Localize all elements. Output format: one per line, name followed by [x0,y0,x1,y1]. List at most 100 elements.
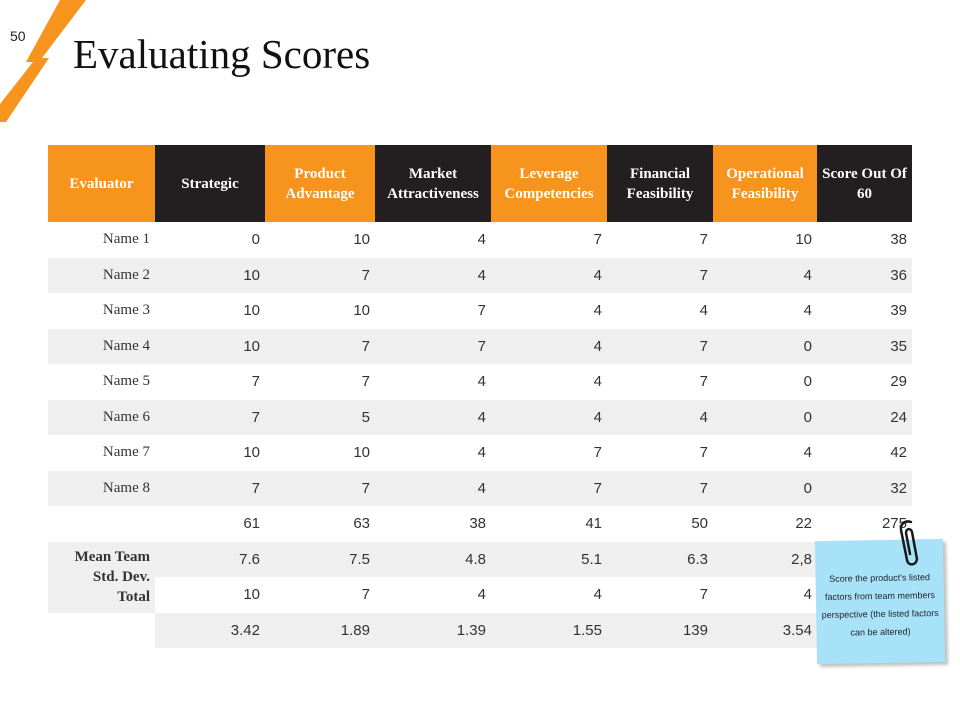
cell-value: 7 [155,399,265,435]
cell-value: 0 [713,328,817,364]
cell-value: 10 [155,328,265,364]
cell-value: 7 [593,231,602,249]
cell-value: 7 [265,257,375,293]
cell-value: 7 [607,328,713,364]
table-row: Name 6 7 5 4 4 4 0 24 [48,399,912,435]
cell-value: 5 [265,399,375,435]
cell-value: 4 [375,257,491,293]
summary-value: 22 [795,515,812,533]
cell-value: 4 [713,257,817,293]
cell-value: 7 [251,373,260,391]
cell-value: 4 [607,399,713,435]
cell-value: 7 [375,328,491,364]
cell-value: 4 [491,328,607,364]
summary-label-stddev: Std. Dev. [92,569,150,585]
summary-label-mean: Mean Team [74,549,150,565]
cell-value: 0 [251,231,260,249]
cell-value: 7 [699,373,708,391]
summary-value: 2,8 [713,541,817,577]
cell-value: 7 [361,373,370,391]
cell-value: 4 [375,399,491,435]
summary-value: 4 [477,586,486,604]
cell-value: 10 [155,257,265,293]
cell-value: 7 [699,444,708,462]
cell-value: 7 [593,444,602,462]
evaluator-name: Name 1 [102,231,150,248]
header-evaluator: Evaluator [48,145,155,222]
summary-value: 1.39 [375,612,491,648]
lightning-bolt-icon [0,0,86,122]
cell-value: 10 [353,231,370,249]
summary-value: 7.6 [155,541,265,577]
cell-value: 7 [607,257,713,293]
summary-value: 41 [585,515,602,533]
table-row: Name 5 7 7 4 4 7 0 29 [48,364,912,400]
cell-score: 29 [890,373,907,391]
table-row: Name 2 10 7 4 4 7 4 36 [48,257,912,293]
cell-value: 4 [491,399,607,435]
sticky-note: Score the product's listed factors from … [814,538,946,665]
evaluator-name: Name 5 [102,373,150,390]
summary-value: 4 [593,586,602,604]
header-strategic: Strategic [155,145,265,222]
cell-value: 10 [243,444,260,462]
header-leverage-competencies: Leverage Competencies [491,145,607,222]
evaluator-name: Name 6 [48,399,155,435]
table-row: Name 8 7 7 4 7 7 0 32 [48,470,912,506]
slide-number: 50 [10,28,26,44]
evaluator-name: Name 3 [102,302,150,319]
summary-value: 7.5 [265,541,375,577]
summary-value: 3.42 [155,612,265,648]
cell-value: 4 [803,444,812,462]
header-score-out-of-60: Score Out Of 60 [817,145,912,222]
page-title: Evaluating Scores [73,31,371,77]
cell-value: 0 [803,373,812,391]
blank-cell [48,612,155,648]
cell-score: 35 [817,328,912,364]
summary-value: 6.3 [607,541,713,577]
cell-score: 32 [817,470,912,506]
summary-value: 4 [803,586,812,604]
header-financial-feasibility: Financial Feasibility [607,145,713,222]
summary-value: 1.89 [265,612,375,648]
summary-label: Mean Team Std. Dev. Total [48,541,155,613]
cell-value: 4 [699,302,708,320]
evaluator-name: Name 2 [48,257,155,293]
summary-value: 63 [353,515,370,533]
summary-value: 139 [607,612,713,648]
cell-score: 36 [817,257,912,293]
paperclip-icon [899,520,919,566]
evaluator-name: Name 8 [48,470,155,506]
cell-value: 10 [795,231,812,249]
cell-value: 4 [803,302,812,320]
evaluator-name: Name 7 [102,444,150,461]
summary-row-final: 3.42 1.89 1.39 1.55 139 3.54 [48,612,912,648]
summary-value: 61 [243,515,260,533]
cell-score: 24 [817,399,912,435]
summary-label-total: Total [117,589,150,605]
cell-value: 10 [353,444,370,462]
table-row: Name 4 10 7 7 4 7 0 35 [48,328,912,364]
summary-row-stddev: 10 7 4 4 7 4 [48,577,912,613]
header-market-attractiveness: Market Attractiveness [375,145,491,222]
summary-value: 38 [469,515,486,533]
evaluator-name: Name 4 [48,328,155,364]
cell-value: 7 [265,470,375,506]
cell-value: 7 [491,470,607,506]
cell-score: 38 [890,231,907,249]
cell-value: 4 [477,231,486,249]
cell-value: 7 [477,302,486,320]
cell-value: 4 [593,302,602,320]
summary-value: 50 [691,515,708,533]
cell-score: 42 [890,444,907,462]
table-row: Name 3 10 10 7 4 4 4 39 [48,293,912,329]
summary-row-totals: 61 63 38 41 50 22 275 [48,506,912,542]
summary-value: 1.55 [491,612,607,648]
cell-value: 4 [491,257,607,293]
summary-value: 7 [361,586,370,604]
cell-value: 0 [713,470,817,506]
header-product-advantage: Product Advantage [265,145,375,222]
summary-value: 7 [699,586,708,604]
cell-score: 39 [890,302,907,320]
scores-table: Evaluator Strategic Product Advantage Ma… [48,145,912,648]
